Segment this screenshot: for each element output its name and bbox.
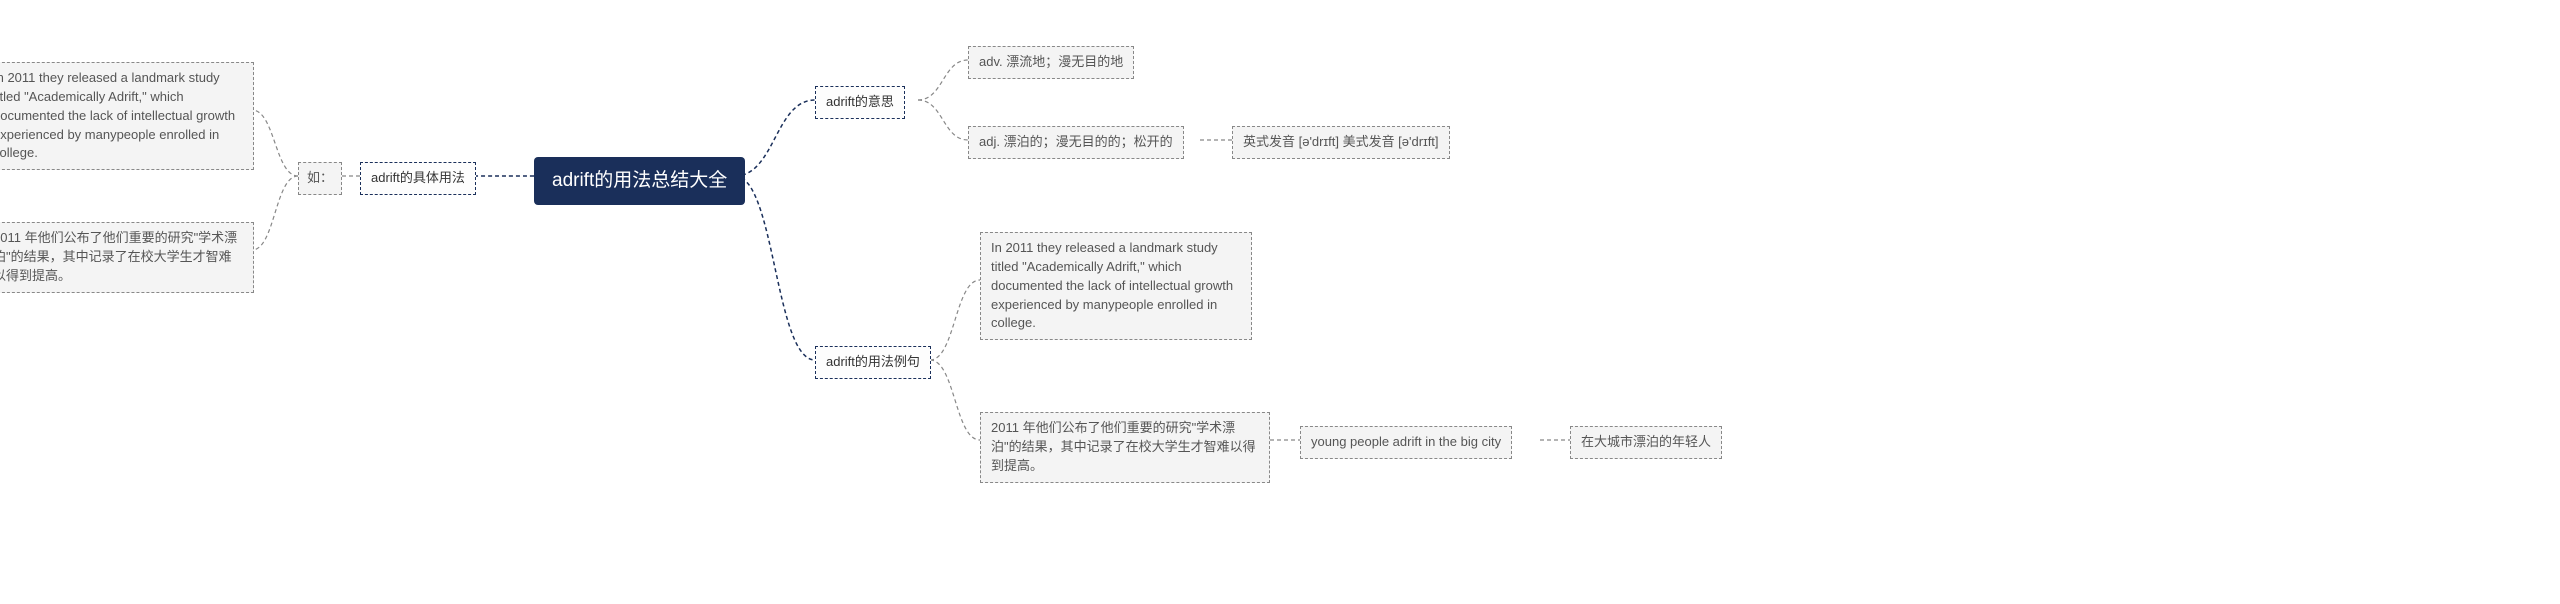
leaf-example-zh[interactable]: 2011 年他们公布了他们重要的研究"学术漂泊"的结果，其中记录了在校大学生才智… [980,412,1270,483]
branch-meaning[interactable]: adrift的意思 [815,86,905,119]
mindmap-connectors [0,0,2560,604]
leaf-usage-zh[interactable]: 2011 年他们公布了他们重要的研究"学术漂泊"的结果，其中记录了在校大学生才智… [0,222,254,293]
leaf-meaning-adj[interactable]: adj. 漂泊的；漫无目的的；松开的 [968,126,1184,159]
leaf-example-en[interactable]: In 2011 they released a landmark study t… [980,232,1252,340]
leaf-meaning-adv[interactable]: adv. 漂流地；漫无目的地 [968,46,1134,79]
branch-example[interactable]: adrift的用法例句 [815,346,931,379]
leaf-example-phrase-en[interactable]: young people adrift in the big city [1300,426,1512,459]
root-node[interactable]: adrift的用法总结大全 [534,157,745,205]
leaf-meaning-pron[interactable]: 英式发音 [ə'drɪft] 美式发音 [ə'drɪft] [1232,126,1450,159]
branch-usage[interactable]: adrift的具体用法 [360,162,476,195]
leaf-usage-en[interactable]: In 2011 they released a landmark study t… [0,62,254,170]
leaf-example-phrase-zh[interactable]: 在大城市漂泊的年轻人 [1570,426,1722,459]
node-ru[interactable]: 如： [298,162,342,195]
